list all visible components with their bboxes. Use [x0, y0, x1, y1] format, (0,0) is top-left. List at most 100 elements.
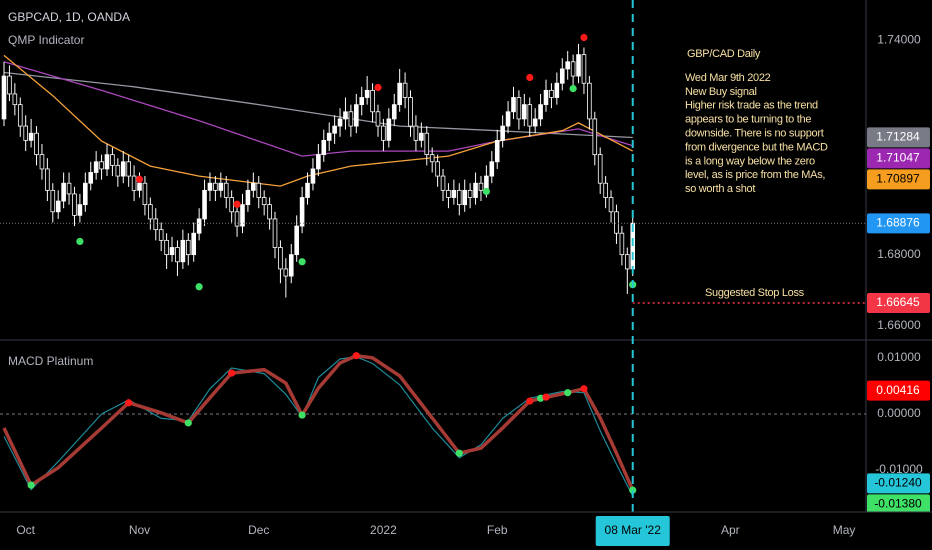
candle-body: [473, 182, 478, 198]
candle-body: [543, 89, 549, 106]
candle-body: [110, 154, 115, 166]
candle-body: [12, 93, 18, 106]
y-tick-label: 1.68000: [877, 247, 921, 261]
x-tick-label: Apr: [721, 523, 740, 537]
candle-body: [175, 247, 180, 263]
annotation-line: downside. There is no support: [685, 128, 824, 140]
sell-signal: [233, 200, 241, 208]
candle-body: [213, 182, 218, 191]
candle-body: [88, 172, 94, 184]
candle-body: [23, 125, 28, 141]
candle-body: [131, 175, 137, 191]
candle-body: [559, 68, 565, 84]
date-marker-box: [595, 516, 670, 546]
price-label: 1.71047: [876, 151, 920, 165]
candle-body: [104, 154, 110, 170]
candle-body: [158, 229, 164, 241]
candle-body: [256, 182, 262, 198]
candle-body: [17, 104, 23, 127]
annotation-line: Higher risk trade as the trend: [685, 100, 818, 112]
candle-body: [364, 89, 370, 98]
annotation-line: level, as is price from the MAs,: [685, 169, 825, 181]
x-tick-label: Oct: [16, 523, 35, 537]
candle-body: [251, 182, 256, 191]
candle-body: [359, 97, 365, 106]
stop-loss-label: Suggested Stop Loss: [705, 287, 805, 299]
price-label: 1.70897: [876, 172, 920, 186]
candle-body: [435, 161, 440, 177]
candle-body: [240, 204, 245, 227]
buy-signal: [76, 237, 84, 246]
candle-body: [532, 118, 538, 127]
candle-body: [1, 75, 7, 120]
candle-body: [527, 104, 533, 127]
candle-body: [625, 254, 630, 270]
macd-line: [2, 353, 635, 491]
candle-body: [28, 132, 34, 141]
candle-body: [299, 197, 305, 227]
candle-body: [446, 189, 451, 198]
candle-body: [424, 132, 430, 156]
candle-body: [294, 225, 299, 256]
candle-body: [272, 218, 278, 248]
annotation-line: appears to be turning to the: [685, 114, 811, 126]
price-label-box: [867, 380, 930, 401]
candle-body: [7, 75, 12, 95]
candle-body: [608, 197, 614, 213]
candle-body: [66, 182, 72, 195]
buy-signal: [184, 419, 192, 427]
candle-body: [148, 204, 153, 220]
candle-body: [196, 218, 202, 234]
candle-body: [153, 218, 159, 231]
candle-body: [185, 239, 191, 256]
sell-signal: [228, 369, 236, 377]
candle-body: [50, 189, 56, 213]
candle-body: [61, 182, 66, 202]
candle-body: [45, 168, 50, 191]
candle-body: [288, 254, 294, 277]
price-label: -0.01380: [874, 497, 922, 511]
buy-signal: [298, 258, 306, 266]
candle-body: [305, 182, 310, 198]
y-tick-label: 0.00000: [877, 406, 921, 420]
candle-body: [440, 175, 446, 191]
candle-body: [538, 104, 543, 120]
annotation-line: so worth a shot: [685, 183, 755, 195]
annotation-line: is a long way below the zero: [685, 155, 815, 167]
price-label-box: [867, 213, 930, 234]
candle-body: [489, 161, 495, 177]
indicator-name: QMP Indicator: [8, 33, 84, 47]
candle-body: [413, 125, 419, 141]
candle-body: [576, 54, 581, 77]
candle-body: [619, 232, 625, 256]
buy-signal: [298, 411, 306, 419]
candle-body: [126, 161, 131, 177]
buy-signal: [564, 389, 572, 397]
date-marker-label: 08 Mar '22: [605, 523, 662, 537]
sell-signal: [526, 73, 534, 82]
candle-body: [207, 182, 213, 191]
candle-body: [375, 111, 381, 127]
price-label-box: [867, 148, 930, 169]
candle-body: [120, 161, 126, 177]
macd-title: MACD Platinum: [8, 354, 93, 368]
candle-body: [283, 268, 289, 277]
price-label: 1.68876: [876, 216, 920, 230]
candle-body: [391, 104, 397, 120]
candle-body: [191, 232, 197, 256]
candle-body: [164, 239, 169, 256]
candle-body: [494, 139, 500, 163]
candle-body: [218, 182, 224, 191]
candle-body: [554, 82, 560, 98]
candle-body: [581, 54, 587, 84]
annotation-heading: GBP/CAD Daily: [687, 48, 761, 60]
sell-signal: [526, 397, 534, 405]
x-tick-label: Nov: [129, 523, 150, 537]
buy-signal: [27, 481, 35, 489]
sell-signal: [135, 175, 144, 183]
candle-body: [451, 189, 457, 198]
candle-body: [343, 111, 348, 120]
candle-body: [381, 125, 386, 141]
